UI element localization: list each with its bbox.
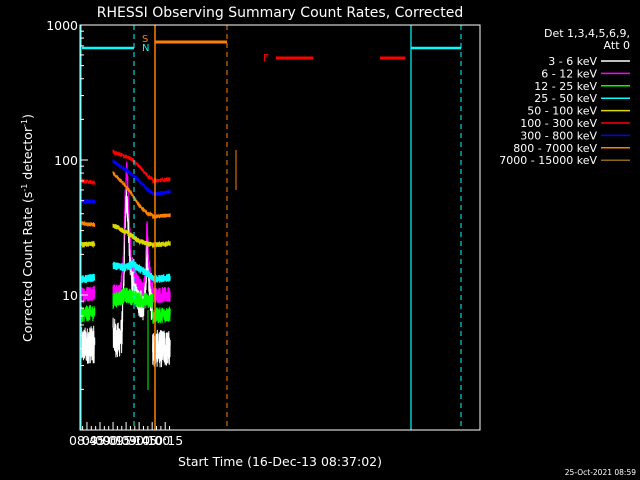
flare-label: F (263, 53, 269, 64)
legend-entry-label: 50 - 100 keV (527, 105, 597, 118)
legend-title-line: Att 0 (604, 39, 630, 52)
legend-entry-label: 25 - 50 keV (534, 92, 597, 105)
saa-label: S (142, 34, 148, 45)
series-300-800-line (112, 159, 154, 195)
legend-entry-label: 3 - 6 keV (548, 55, 597, 68)
x-tick-label: 08:45 (69, 433, 105, 448)
night-label: N (142, 43, 149, 54)
series-3-6-line (80, 325, 96, 364)
y-tick-label: 100 (54, 153, 78, 168)
chart-title: RHESSI Observing Summary Count Rates, Co… (97, 5, 463, 21)
x-tick-label: 09:15 (95, 433, 131, 448)
y-axis-label-mid: detector (20, 126, 35, 184)
legend-entry-label: 6 - 12 keV (541, 67, 597, 80)
x-tick-label: 10:15 (147, 433, 183, 448)
timestamp: 25-Oct-2021 08:59 (565, 468, 636, 477)
plot-frame (79, 24, 481, 431)
y-axis-label-end: ) (20, 114, 35, 119)
series-50-100-line (112, 223, 154, 248)
legend-entry-label: 300 - 800 keV (520, 129, 597, 142)
series-100-300-line (112, 149, 153, 181)
series-12-25-line (80, 305, 96, 323)
series-25-50-line (80, 273, 96, 284)
legend-entry-label: 7000 - 15000 keV (499, 154, 597, 167)
y-axis-label: Corrected Count Rate (s-1 detector-1) (20, 114, 35, 342)
annotation-layer: SN F (80, 25, 462, 430)
y-tick-label: 10 (62, 288, 78, 303)
legend-title-line: Det 1,3,4,5,6,9, (544, 27, 630, 40)
series-25-50-line (112, 260, 154, 281)
legend-entry-label: 12 - 25 keV (534, 80, 597, 93)
y-axis-label-main: Corrected Count Rate (s (20, 192, 35, 342)
series-50-100-line (80, 241, 96, 249)
legend-entry-label: 800 - 7000 keV (513, 142, 597, 155)
x-tick-label: 09:45 (121, 433, 157, 448)
y-axis-label-sup2: -1 (20, 119, 29, 127)
x-axis-label: Start Time (16-Dec-13 08:37:02) (178, 454, 382, 469)
y-axis-label-sup1: -1 (20, 184, 29, 192)
series-12-25-line (112, 287, 154, 310)
x-tick-label: 09:30 (108, 433, 144, 448)
y-tick-label: 1000 (46, 18, 78, 33)
x-tick-label: 09:00 (82, 433, 118, 448)
series-800-7000-line (80, 220, 96, 228)
legend-entry-label: 100 - 300 keV (520, 117, 597, 130)
series-300-800-line (80, 197, 96, 205)
x-tick-label: 10:00 (134, 433, 170, 448)
series-800-7000-line (112, 171, 154, 217)
